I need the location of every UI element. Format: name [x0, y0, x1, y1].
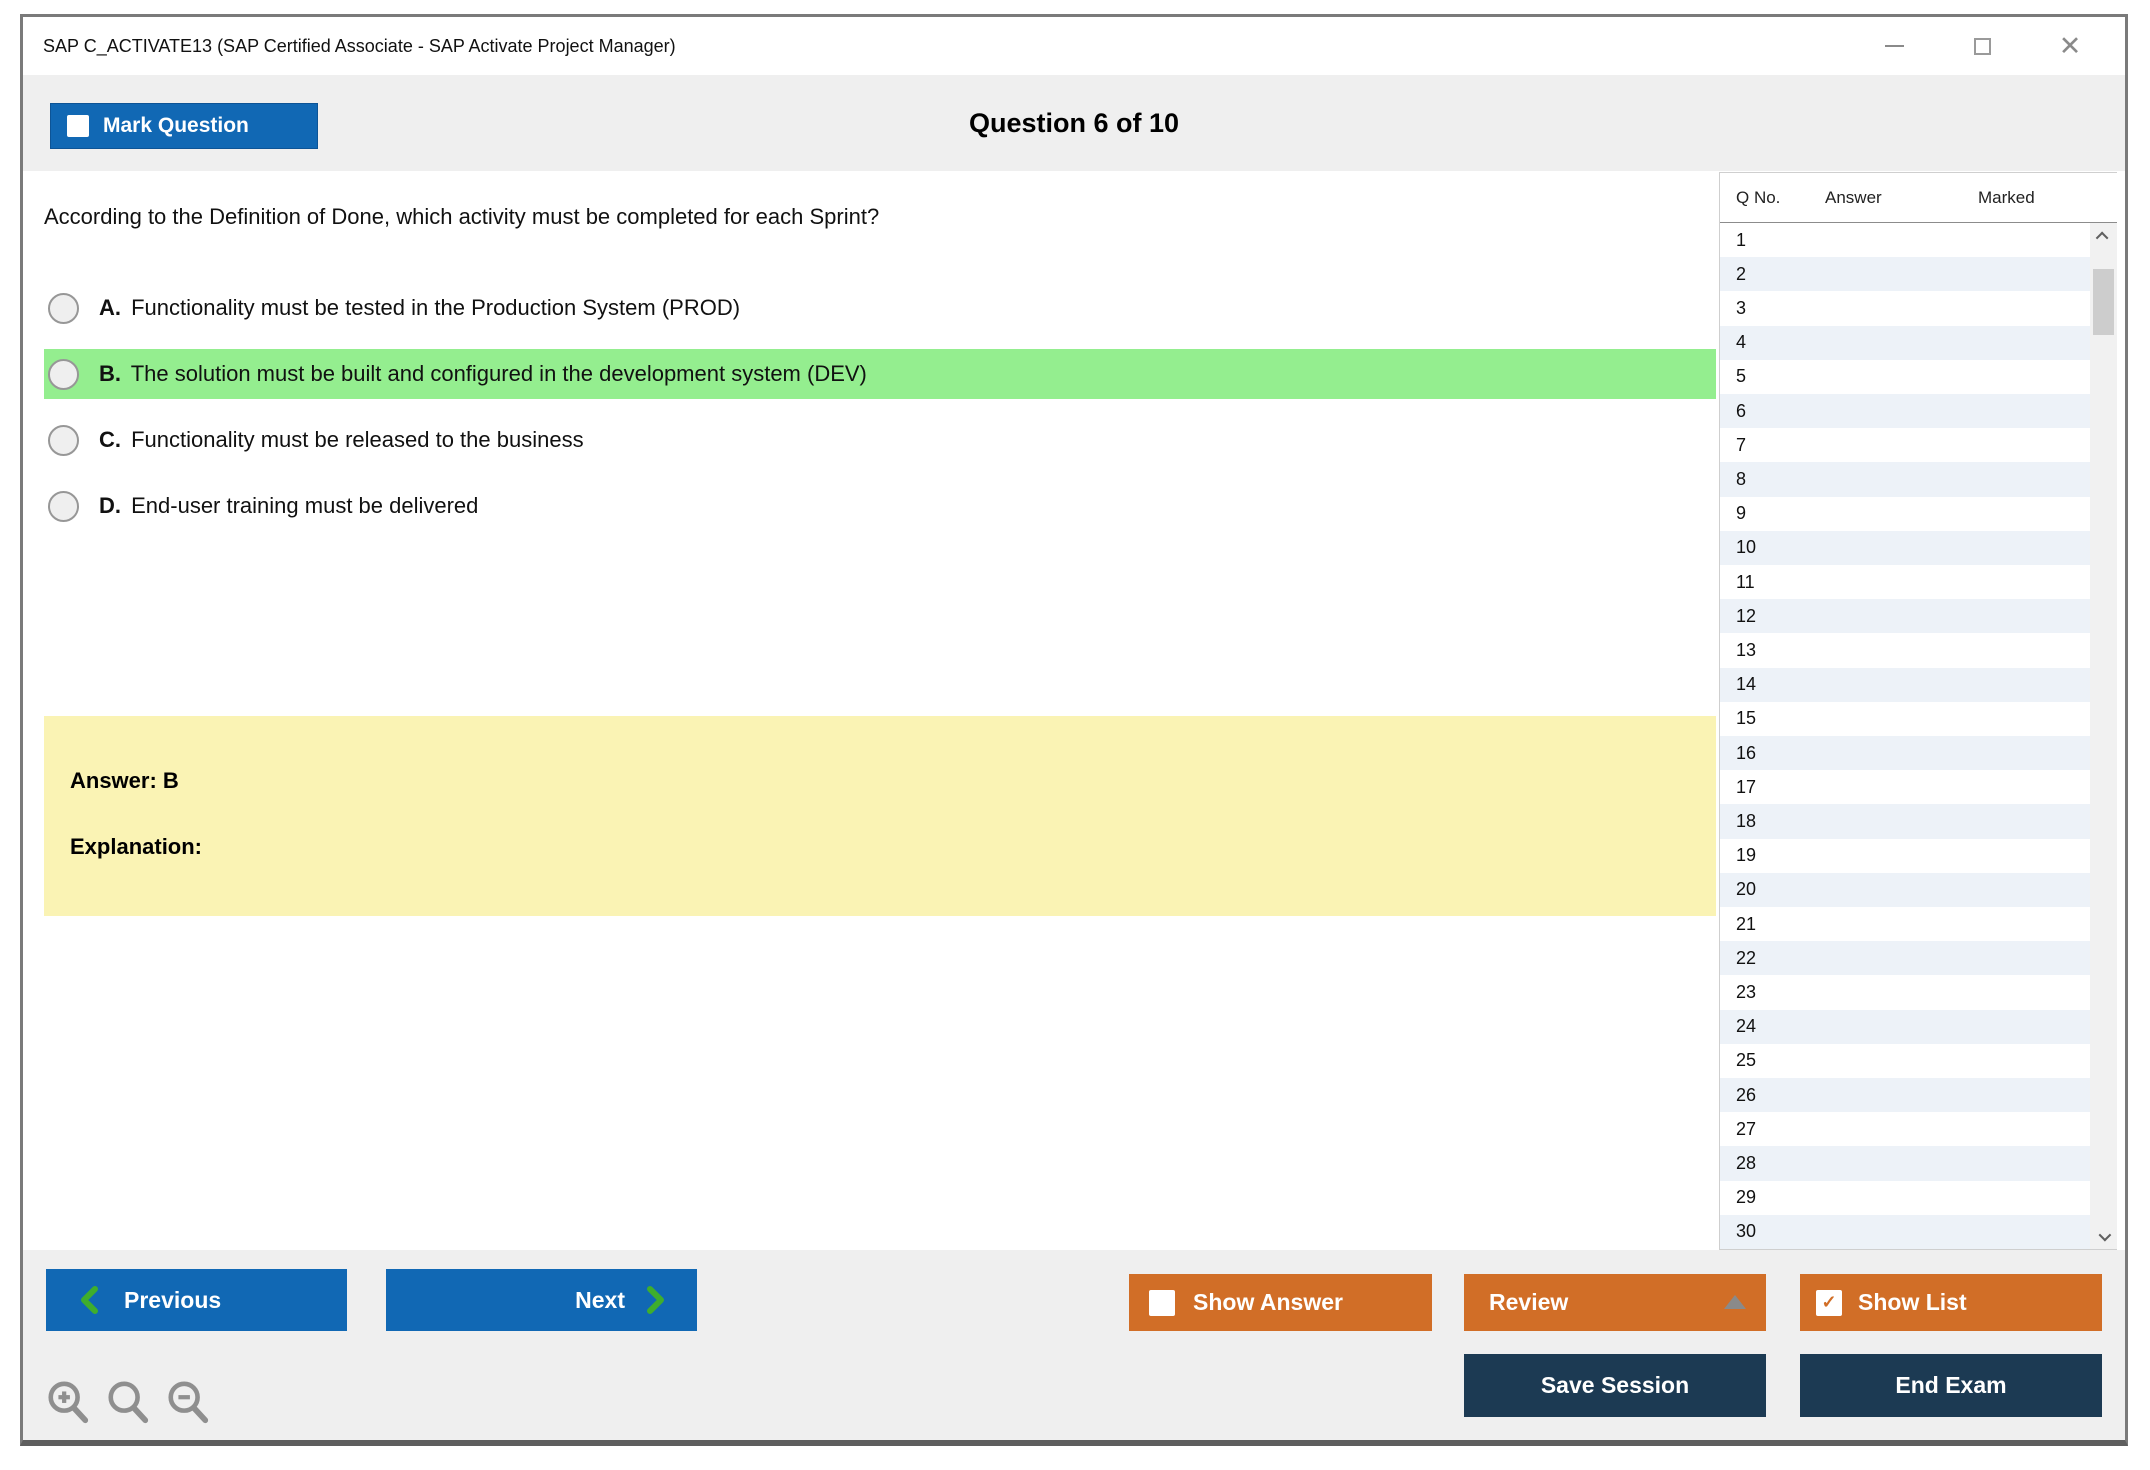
question-text: According to the Definition of Done, whi… — [44, 204, 880, 229]
question-row-6[interactable]: 6 — [1720, 394, 2090, 429]
mark-question-checkbox[interactable] — [67, 115, 89, 137]
chevron-left-icon — [81, 1286, 98, 1314]
option-text: C. Functionality must be released to the… — [99, 427, 584, 452]
question-row-4[interactable]: 4 — [1720, 325, 2090, 360]
mark-question-label: Mark Question — [103, 114, 249, 137]
show-answer-button[interactable]: Show Answer — [1129, 1274, 1432, 1331]
question-row-21[interactable]: 21 — [1736, 913, 1757, 934]
question-row-25[interactable]: 25 — [1736, 1050, 1757, 1071]
zoom-reset-icon[interactable] — [105, 1378, 151, 1426]
question-list-panel: Q No. Answer Marked 1 2 3 4 5 6 7 8 9 10 11 12 13 14 1… — [1719, 172, 2117, 1250]
option-text: A. Functionality must be tested in the P… — [99, 295, 741, 320]
radio-icon[interactable] — [48, 424, 79, 456]
mark-question-button[interactable]: Mark Question — [50, 103, 318, 149]
scrollbar-thumb[interactable] — [2093, 269, 2114, 335]
question-row-24[interactable]: 24 — [1720, 1009, 2090, 1044]
question-counter: Question 6 of 10 — [968, 107, 1180, 138]
options-list: A. Functionality must be tested in the P… — [44, 283, 1716, 547]
explanation-label: Explanation: — [70, 834, 203, 859]
column-qno: Q No. — [1736, 187, 1781, 207]
end-exam-button[interactable]: End Exam — [1800, 1354, 2102, 1417]
option-d[interactable]: D. End-user training must be delivered — [44, 481, 1716, 531]
minimize-icon — [1884, 45, 1904, 47]
question-row-20[interactable]: 20 — [1720, 872, 2090, 908]
close-icon: ✕ — [2058, 30, 2082, 61]
minimize-button[interactable] — [1879, 31, 1909, 61]
question-row-16[interactable]: 16 — [1720, 736, 2090, 771]
chevron-right-icon — [647, 1286, 664, 1314]
question-row-1[interactable]: 1 — [1736, 229, 1747, 250]
question-row-17[interactable]: 17 — [1736, 776, 1757, 797]
previous-label: Previous — [124, 1286, 222, 1313]
option-a[interactable]: A. Functionality must be tested in the P… — [44, 283, 1716, 333]
question-list-scrollbar[interactable] — [2090, 223, 2117, 1249]
save-session-label: Save Session — [1540, 1372, 1690, 1398]
question-row-19[interactable]: 19 — [1736, 845, 1757, 866]
question-row-23[interactable]: 23 — [1736, 982, 1757, 1003]
option-b[interactable]: B. The solution must be built and config… — [44, 349, 1716, 399]
question-row-29[interactable]: 29 — [1736, 1187, 1757, 1208]
end-exam-label: End Exam — [1895, 1372, 2007, 1398]
question-row-18[interactable]: 18 — [1720, 804, 2090, 839]
question-row-26[interactable]: 26 — [1720, 1078, 2090, 1113]
next-label: Next — [575, 1286, 625, 1313]
app-window: SAP C_ACTIVATE13 (SAP Certified Associat… — [20, 14, 2128, 1446]
column-marked: Marked — [1978, 187, 2035, 207]
question-row-3[interactable]: 3 — [1736, 298, 1747, 318]
question-row-30[interactable]: 30 — [1720, 1214, 2090, 1250]
maximize-button[interactable] — [1967, 31, 1997, 61]
show-list-checkbox[interactable] — [1816, 1289, 1842, 1316]
show-list-button[interactable]: Show List — [1800, 1274, 2102, 1331]
option-text: B. The solution must be built and config… — [99, 361, 867, 386]
question-row-2[interactable]: 2 — [1720, 257, 2090, 292]
radio-icon[interactable] — [48, 358, 79, 390]
question-row-12[interactable]: 12 — [1720, 599, 2090, 634]
option-c[interactable]: C. Functionality must be released to the… — [44, 415, 1716, 465]
window-title: SAP C_ACTIVATE13 (SAP Certified Associat… — [43, 35, 676, 56]
question-list-header: Q No. Answer Marked — [1720, 173, 2117, 223]
question-row-28[interactable]: 28 — [1720, 1146, 2090, 1181]
option-text: D. End-user training must be delivered — [99, 493, 479, 518]
zoom-in-icon[interactable] — [45, 1378, 91, 1426]
question-row-11[interactable]: 11 — [1736, 571, 1755, 592]
answer-label: Answer: B — [70, 768, 179, 793]
review-button[interactable]: Review — [1464, 1274, 1766, 1331]
triangle-up-icon — [1724, 1295, 1746, 1309]
review-label: Review — [1489, 1289, 1569, 1315]
maximize-icon — [1973, 37, 1991, 55]
chevron-down-icon — [2098, 1228, 2112, 1241]
chevron-up-icon — [2095, 231, 2109, 244]
save-session-button[interactable]: Save Session — [1464, 1354, 1766, 1417]
question-list: 1 2 3 4 5 6 7 8 9 10 11 12 13 14 15 16 17 18 19 20 21 22 23 24 2… — [1720, 223, 2090, 1250]
question-row-9[interactable]: 9 — [1736, 503, 1747, 524]
radio-icon[interactable] — [48, 490, 79, 522]
header-band: Question 6 of 10 Mark Question — [23, 75, 2125, 171]
title-bar: SAP C_ACTIVATE13 (SAP Certified Associat… — [23, 17, 2125, 75]
question-row-5[interactable]: 5 — [1736, 366, 1747, 387]
footer-bar: Previous Next Show Answer Review Show Li… — [23, 1250, 2125, 1440]
question-row-22[interactable]: 22 — [1720, 941, 2090, 976]
next-button[interactable]: Next — [386, 1269, 697, 1331]
show-list-label: Show List — [1858, 1289, 1967, 1315]
window-controls: ✕ — [1879, 17, 2085, 75]
close-button[interactable]: ✕ — [2055, 31, 2085, 61]
question-row-27[interactable]: 27 — [1736, 1118, 1757, 1139]
answer-box: Answer: B Explanation: — [44, 716, 1716, 916]
radio-icon[interactable] — [48, 292, 79, 324]
question-row-10[interactable]: 10 — [1720, 530, 2090, 566]
question-row-14[interactable]: 14 — [1720, 667, 2090, 702]
zoom-out-icon[interactable] — [165, 1378, 211, 1426]
question-row-8[interactable]: 8 — [1720, 462, 2090, 497]
scroll-up-button[interactable] — [2090, 223, 2117, 249]
question-panel: According to the Definition of Done, whi… — [23, 171, 2125, 1250]
zoom-toolbar — [45, 1378, 211, 1426]
show-answer-checkbox[interactable] — [1149, 1289, 1175, 1316]
column-answer: Answer — [1825, 187, 1882, 207]
question-row-7[interactable]: 7 — [1736, 434, 1747, 455]
scroll-down-button[interactable] — [2090, 1223, 2117, 1249]
question-row-15[interactable]: 15 — [1736, 708, 1757, 729]
previous-button[interactable]: Previous — [46, 1269, 347, 1331]
show-answer-label: Show Answer — [1193, 1289, 1343, 1315]
question-row-13[interactable]: 13 — [1736, 640, 1757, 661]
